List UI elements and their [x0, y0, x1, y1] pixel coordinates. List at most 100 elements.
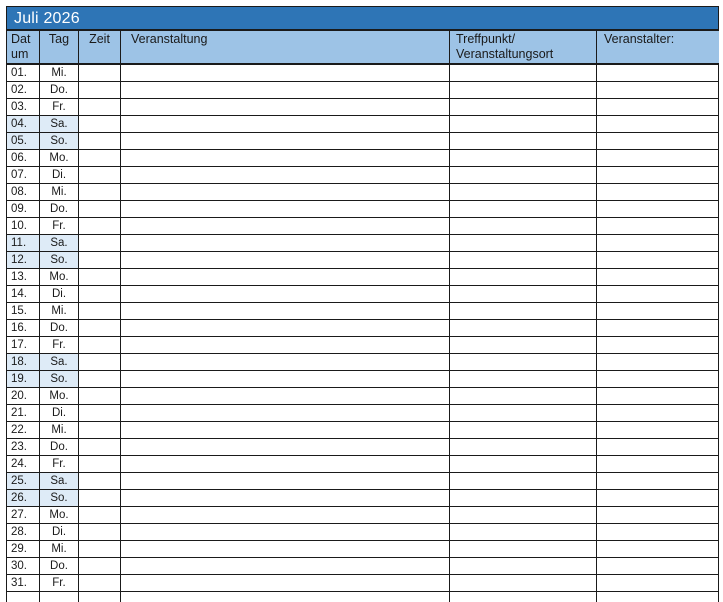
- time-entry-cell[interactable]: [79, 150, 121, 166]
- time-entry-cell[interactable]: [79, 371, 121, 387]
- location-entry-cell[interactable]: [450, 82, 597, 98]
- event-entry-cell[interactable]: [121, 150, 450, 166]
- event-entry-cell[interactable]: [121, 201, 450, 217]
- event-entry-cell[interactable]: [121, 473, 450, 489]
- location-entry-cell[interactable]: [450, 252, 597, 268]
- location-entry-cell[interactable]: [450, 65, 597, 81]
- time-entry-cell[interactable]: [79, 184, 121, 200]
- time-entry-cell[interactable]: [79, 269, 121, 285]
- organizer-entry-cell[interactable]: [597, 286, 719, 302]
- time-entry-cell[interactable]: [79, 388, 121, 404]
- organizer-entry-cell[interactable]: [597, 473, 719, 489]
- event-entry-cell[interactable]: [121, 439, 450, 455]
- event-entry-cell[interactable]: [121, 507, 450, 523]
- organizer-entry-cell[interactable]: [597, 150, 719, 166]
- location-entry-cell[interactable]: [450, 371, 597, 387]
- event-entry-cell[interactable]: [121, 558, 450, 574]
- location-entry-cell[interactable]: [450, 184, 597, 200]
- location-entry-cell[interactable]: [450, 320, 597, 336]
- event-entry-cell[interactable]: [121, 524, 450, 540]
- location-entry-cell[interactable]: [450, 388, 597, 404]
- organizer-entry-cell[interactable]: [597, 422, 719, 438]
- location-entry-cell[interactable]: [450, 150, 597, 166]
- organizer-entry-cell[interactable]: [597, 235, 719, 251]
- event-entry-cell[interactable]: [121, 337, 450, 353]
- event-entry-cell[interactable]: [121, 286, 450, 302]
- organizer-entry-cell[interactable]: [597, 133, 719, 149]
- organizer-entry-cell[interactable]: [597, 456, 719, 472]
- location-entry-cell[interactable]: [450, 218, 597, 234]
- location-entry-cell[interactable]: [450, 541, 597, 557]
- location-entry-cell[interactable]: [450, 235, 597, 251]
- event-entry-cell[interactable]: [121, 218, 450, 234]
- event-entry-cell[interactable]: [121, 371, 450, 387]
- event-entry-cell[interactable]: [121, 252, 450, 268]
- time-entry-cell[interactable]: [79, 541, 121, 557]
- location-entry-cell[interactable]: [450, 422, 597, 438]
- time-entry-cell[interactable]: [79, 456, 121, 472]
- event-entry-cell[interactable]: [121, 235, 450, 251]
- time-entry-cell[interactable]: [79, 116, 121, 132]
- time-entry-cell[interactable]: [79, 558, 121, 574]
- location-entry-cell[interactable]: [450, 303, 597, 319]
- event-entry-cell[interactable]: [121, 541, 450, 557]
- event-entry-cell[interactable]: [121, 388, 450, 404]
- time-entry-cell[interactable]: [79, 218, 121, 234]
- time-entry-cell[interactable]: [79, 65, 121, 81]
- organizer-entry-cell[interactable]: [597, 592, 719, 602]
- time-entry-cell[interactable]: [79, 592, 121, 602]
- time-entry-cell[interactable]: [79, 473, 121, 489]
- location-entry-cell[interactable]: [450, 575, 597, 591]
- time-entry-cell[interactable]: [79, 303, 121, 319]
- event-entry-cell[interactable]: [121, 320, 450, 336]
- organizer-entry-cell[interactable]: [597, 558, 719, 574]
- event-entry-cell[interactable]: [121, 592, 450, 602]
- event-entry-cell[interactable]: [121, 184, 450, 200]
- time-entry-cell[interactable]: [79, 99, 121, 115]
- location-entry-cell[interactable]: [450, 354, 597, 370]
- location-entry-cell[interactable]: [450, 456, 597, 472]
- time-entry-cell[interactable]: [79, 167, 121, 183]
- time-entry-cell[interactable]: [79, 405, 121, 421]
- time-entry-cell[interactable]: [79, 524, 121, 540]
- organizer-entry-cell[interactable]: [597, 184, 719, 200]
- location-entry-cell[interactable]: [450, 507, 597, 523]
- location-entry-cell[interactable]: [450, 337, 597, 353]
- time-entry-cell[interactable]: [79, 201, 121, 217]
- location-entry-cell[interactable]: [450, 592, 597, 602]
- event-entry-cell[interactable]: [121, 133, 450, 149]
- organizer-entry-cell[interactable]: [597, 388, 719, 404]
- time-entry-cell[interactable]: [79, 286, 121, 302]
- location-entry-cell[interactable]: [450, 99, 597, 115]
- event-entry-cell[interactable]: [121, 167, 450, 183]
- event-entry-cell[interactable]: [121, 116, 450, 132]
- organizer-entry-cell[interactable]: [597, 99, 719, 115]
- organizer-entry-cell[interactable]: [597, 490, 719, 506]
- time-entry-cell[interactable]: [79, 320, 121, 336]
- location-entry-cell[interactable]: [450, 558, 597, 574]
- location-entry-cell[interactable]: [450, 405, 597, 421]
- event-entry-cell[interactable]: [121, 456, 450, 472]
- time-entry-cell[interactable]: [79, 422, 121, 438]
- organizer-entry-cell[interactable]: [597, 269, 719, 285]
- time-entry-cell[interactable]: [79, 337, 121, 353]
- organizer-entry-cell[interactable]: [597, 354, 719, 370]
- time-entry-cell[interactable]: [79, 575, 121, 591]
- location-entry-cell[interactable]: [450, 490, 597, 506]
- organizer-entry-cell[interactable]: [597, 320, 719, 336]
- location-entry-cell[interactable]: [450, 439, 597, 455]
- time-entry-cell[interactable]: [79, 133, 121, 149]
- location-entry-cell[interactable]: [450, 201, 597, 217]
- time-entry-cell[interactable]: [79, 252, 121, 268]
- location-entry-cell[interactable]: [450, 269, 597, 285]
- time-entry-cell[interactable]: [79, 507, 121, 523]
- organizer-entry-cell[interactable]: [597, 439, 719, 455]
- event-entry-cell[interactable]: [121, 99, 450, 115]
- location-entry-cell[interactable]: [450, 133, 597, 149]
- organizer-entry-cell[interactable]: [597, 541, 719, 557]
- organizer-entry-cell[interactable]: [597, 303, 719, 319]
- organizer-entry-cell[interactable]: [597, 575, 719, 591]
- organizer-entry-cell[interactable]: [597, 82, 719, 98]
- organizer-entry-cell[interactable]: [597, 65, 719, 81]
- location-entry-cell[interactable]: [450, 524, 597, 540]
